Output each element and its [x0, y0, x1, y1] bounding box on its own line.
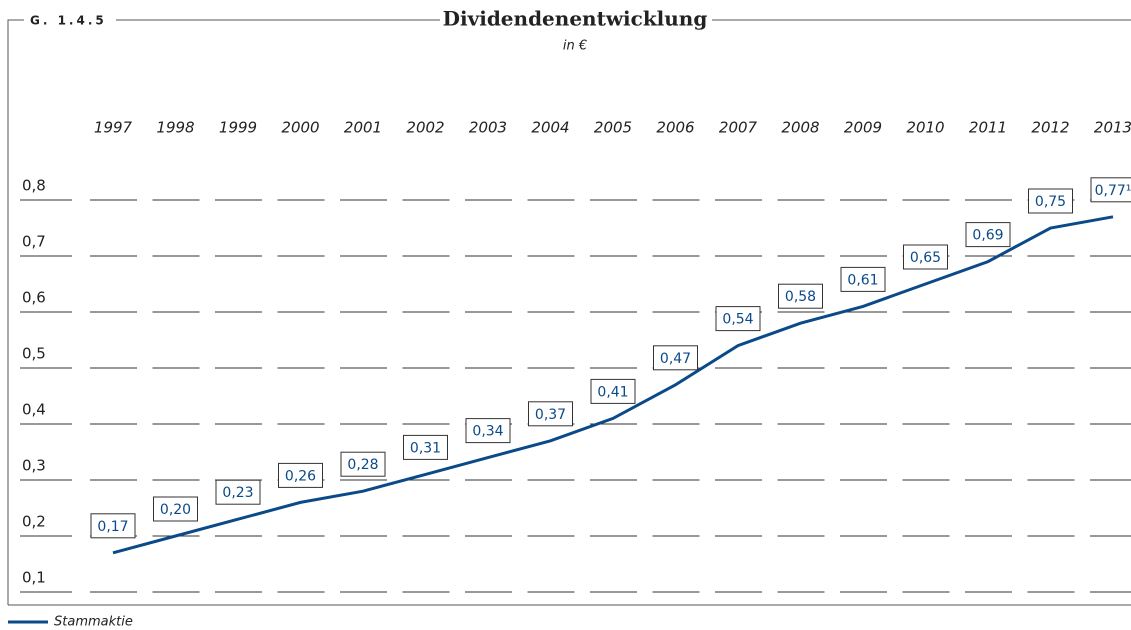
x-tick-label: 1997 — [94, 119, 133, 137]
value-label-box — [590, 378, 636, 404]
x-tick-label: 2001 — [344, 119, 382, 137]
x-tick-label: 2007 — [719, 119, 758, 137]
value-label: 0,20 — [160, 502, 191, 518]
value-label: 0,58 — [785, 289, 816, 305]
x-tick-label: 2011 — [969, 119, 1007, 137]
value-label-box — [528, 401, 573, 427]
legend-label: Stammaktie — [54, 615, 133, 630]
y-tick-label: 0,5 — [22, 345, 46, 363]
value-label: 0,26 — [285, 468, 316, 484]
value-label: 0,54 — [722, 312, 753, 328]
y-tick-label: 0,2 — [22, 513, 46, 531]
value-label-box — [90, 513, 136, 539]
x-tick-label: 1998 — [156, 119, 194, 137]
value-label: 0,61 — [847, 272, 878, 288]
value-label-box — [715, 306, 761, 332]
value-label: 0,41 — [597, 384, 628, 400]
value-label-box — [340, 451, 386, 477]
x-tick-label: 2009 — [844, 119, 882, 137]
value-label-box — [403, 434, 448, 460]
x-tick-label: 2005 — [594, 119, 632, 137]
value-label-box — [1028, 188, 1073, 214]
value-label-box — [778, 283, 823, 309]
value-label: 0,17 — [97, 519, 128, 535]
value-label-box — [215, 479, 261, 505]
y-tick-label: 0,3 — [22, 457, 46, 475]
value-label-box — [1090, 177, 1131, 203]
x-tick-label: 2013 — [1094, 119, 1131, 137]
value-label-box — [965, 222, 1011, 248]
value-label: 0,65 — [910, 250, 941, 266]
value-label-box — [840, 266, 886, 292]
value-label: 0,69 — [972, 228, 1003, 244]
line — [112, 215, 1114, 555]
y-tick-label: 0,6 — [22, 289, 46, 307]
value-label: 0,77¹ — [1095, 183, 1131, 199]
x-tick-label: 2000 — [281, 119, 319, 137]
title-bg — [440, 6, 712, 34]
chart-subtitle: in € — [563, 39, 587, 54]
x-tick-label: 1999 — [219, 119, 257, 137]
value-label: 0,47 — [660, 351, 691, 367]
y-tick-label: 0,8 — [22, 177, 46, 195]
value-label-box — [903, 244, 948, 270]
y-tick-label: 0,1 — [22, 569, 46, 587]
figure-label: G. 1.4.5 — [30, 14, 107, 28]
value-label: 0,31 — [410, 440, 441, 456]
value-label-box — [653, 345, 698, 371]
label-bg — [24, 10, 116, 30]
value-label: 0,23 — [222, 485, 253, 501]
value-label: 0,34 — [472, 424, 503, 440]
value-label: 0,75 — [1035, 194, 1066, 210]
x-tick-label: 2012 — [1031, 119, 1069, 137]
chart-title: Dividendenentwicklung — [443, 7, 708, 31]
x-tick-label: 2006 — [656, 119, 694, 137]
value-label-box — [465, 418, 511, 444]
value-label: 0,28 — [347, 457, 378, 473]
x-tick-label: 2002 — [406, 119, 444, 137]
x-tick-label: 2003 — [469, 119, 507, 137]
x-tick-label: 2008 — [781, 119, 819, 137]
value-label-box — [153, 496, 198, 522]
value-label-box — [278, 462, 323, 488]
x-tick-label: 2004 — [531, 119, 569, 137]
y-tick-label: 0,7 — [22, 233, 46, 251]
value-label: 0,37 — [535, 407, 566, 423]
frame — [7, 19, 1131, 605]
x-tick-label: 2010 — [906, 119, 944, 137]
y-tick-label: 0,4 — [22, 401, 46, 419]
